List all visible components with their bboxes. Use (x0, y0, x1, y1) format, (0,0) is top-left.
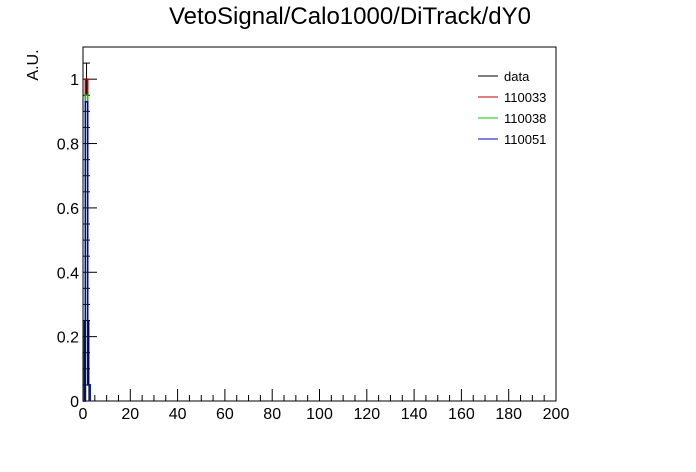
y-tick-label: 0.4 (57, 265, 79, 282)
x-tick-label: 180 (495, 406, 522, 423)
x-tick-label: 0 (79, 406, 88, 423)
x-tick-label: 140 (401, 406, 428, 423)
plot-frame (82, 46, 557, 402)
chart-title: VetoSignal/Calo1000/DiTrack/dY0 (169, 3, 531, 30)
legend-label: data (504, 69, 530, 84)
x-tick-label: 20 (121, 406, 139, 423)
y-tick-label: 0 (70, 394, 79, 411)
y-tick-label: 0.6 (57, 201, 79, 218)
y-tick-label: 1 (70, 72, 79, 89)
series-layer (83, 63, 91, 402)
y-tick-label: 0.8 (57, 137, 79, 154)
y-axis-title: A.U. (25, 49, 42, 80)
x-tick-label: 160 (448, 406, 475, 423)
series-data (83, 63, 91, 401)
x-tick-label: 200 (543, 406, 570, 423)
x-tick-label: 40 (169, 406, 187, 423)
x-tick-label: 80 (263, 406, 281, 423)
y-tick-label: 0.2 (57, 330, 79, 347)
x-tick-label: 60 (216, 406, 234, 423)
legend-label: 110033 (504, 90, 546, 105)
legend: data 110033 110038 110051 (478, 69, 546, 147)
legend-label: 110038 (504, 111, 546, 126)
axis-ticks: 0 20 40 60 80 100 120 140 160 180 200 0 0.2 0.4 0.6 0.8… (57, 46, 570, 423)
series-110051 (83, 100, 91, 402)
x-tick-label: 120 (353, 406, 380, 423)
series-line (83, 100, 91, 402)
x-tick-label: 100 (306, 406, 333, 423)
legend-label: 110051 (504, 132, 546, 147)
